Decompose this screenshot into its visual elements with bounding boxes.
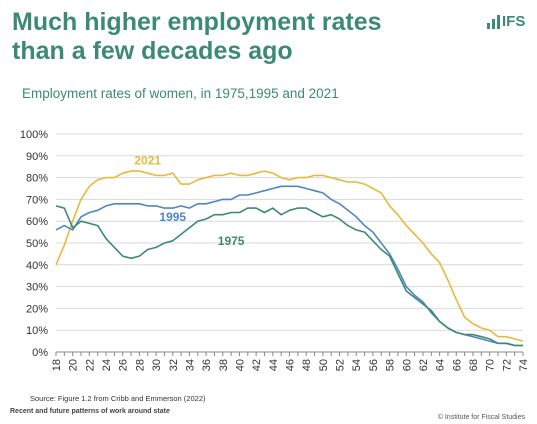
employment-line-chart: 0% 10% 20% 30% 40% 50% 60% 70% 80% 90% 100% 18 20 22… bbox=[20, 129, 530, 371]
grid-lines bbox=[56, 133, 523, 353]
series-line-1975 bbox=[55, 205, 523, 347]
x-tick-label: 36 bbox=[201, 359, 213, 371]
y-tick-label: 40% bbox=[26, 260, 48, 272]
headline-line-1: Much higher employment rates bbox=[12, 8, 382, 36]
ifs-logo: IFS bbox=[487, 14, 525, 29]
x-tick-label: 20 bbox=[68, 359, 80, 371]
x-tick-label: 40 bbox=[234, 359, 246, 371]
y-tick-label: 50% bbox=[26, 238, 48, 250]
series-labels: 2021 1995 1975 bbox=[134, 154, 244, 249]
slide-headline: Much higher employment rates than a few … bbox=[12, 8, 382, 66]
x-tick-label: 64 bbox=[435, 359, 447, 371]
y-tick-label: 90% bbox=[26, 151, 48, 163]
y-tick-label: 70% bbox=[26, 194, 48, 206]
x-tick-label: 22 bbox=[84, 359, 96, 371]
series-label-2021: 2021 bbox=[134, 154, 161, 168]
y-axis: 0% 10% 20% 30% 40% 50% 60% 70% 80% 90% 100% bbox=[20, 129, 48, 359]
x-tick-label: 34 bbox=[184, 359, 196, 371]
logo-text: IFS bbox=[502, 13, 526, 30]
x-tick-label: 28 bbox=[134, 359, 146, 371]
x-axis: 18 20 22 24 26 28 30 32 34 36 38 40 42 44 46 48 50 52 54 56… bbox=[51, 352, 530, 371]
x-tick-label: 74 bbox=[518, 359, 530, 371]
x-tick-label: 68 bbox=[468, 359, 480, 371]
x-tick-label: 48 bbox=[301, 359, 313, 371]
footer-copyright: © Institute for Fiscal Studies bbox=[437, 414, 525, 421]
source-note: Source: Figure 1.2 from Cribb and Emmers… bbox=[30, 394, 206, 403]
y-tick-label: 100% bbox=[20, 129, 48, 141]
headline-line-2: than a few decades ago bbox=[12, 37, 293, 65]
footer-left-text: Recent and future patterns of work aroun… bbox=[10, 408, 170, 415]
x-tick-label: 18 bbox=[51, 359, 63, 371]
chart-subtitle: Employment rates of women, in 1975,1995 … bbox=[22, 86, 339, 101]
x-tick-label: 50 bbox=[318, 359, 330, 371]
y-tick-label: 20% bbox=[26, 303, 48, 315]
series-label-1975: 1975 bbox=[218, 234, 245, 248]
y-tick-label: 60% bbox=[26, 216, 48, 228]
y-tick-label: 10% bbox=[26, 325, 48, 337]
series-line-2021 bbox=[55, 170, 524, 342]
x-tick-label: 72 bbox=[501, 359, 513, 371]
bar-chart-icon bbox=[487, 15, 500, 29]
x-tick-label: 58 bbox=[385, 359, 397, 371]
x-tick-label: 54 bbox=[351, 359, 363, 371]
y-tick-label: 30% bbox=[26, 282, 48, 294]
x-tick-label: 32 bbox=[168, 359, 180, 371]
x-tick-label: 52 bbox=[335, 359, 347, 371]
x-tick-label: 62 bbox=[418, 359, 430, 371]
x-tick-label: 24 bbox=[101, 359, 113, 371]
y-tick-label: 0% bbox=[32, 347, 48, 359]
x-tick-label: 70 bbox=[485, 359, 497, 371]
x-tick-label: 56 bbox=[368, 359, 380, 371]
x-tick-label: 30 bbox=[151, 359, 163, 371]
x-tick-label: 60 bbox=[401, 359, 413, 371]
x-tick-label: 44 bbox=[268, 359, 280, 371]
y-tick-label: 80% bbox=[26, 173, 48, 185]
x-tick-label: 66 bbox=[451, 359, 463, 371]
x-tick-label: 26 bbox=[118, 359, 130, 371]
x-tick-label: 42 bbox=[251, 359, 263, 371]
x-tick-label: 46 bbox=[285, 359, 297, 371]
series-label-1995: 1995 bbox=[159, 210, 186, 224]
x-tick-label: 38 bbox=[218, 359, 230, 371]
series-lines bbox=[55, 170, 524, 347]
